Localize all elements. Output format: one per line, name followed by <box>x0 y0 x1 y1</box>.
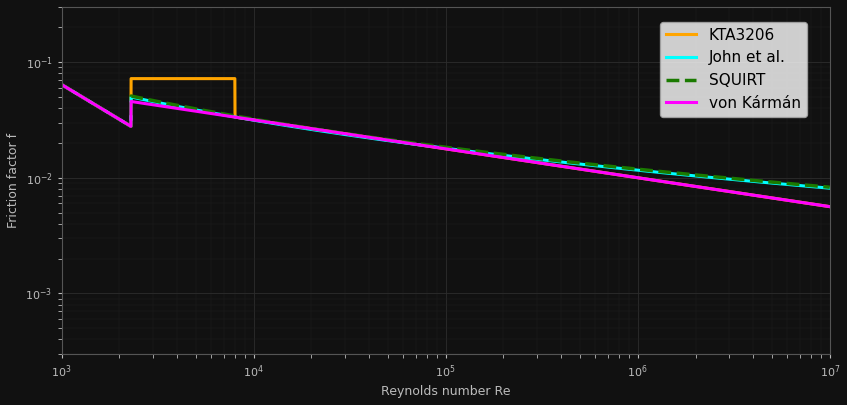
KTA3206 <box>615 173 625 177</box>
Line: KTA3206: KTA3206 <box>62 79 830 207</box>
SQUIRT <box>801 183 811 188</box>
von Kármán <box>763 195 773 200</box>
Line: von Kármán: von Kármán <box>62 85 830 207</box>
von Kármán <box>422 143 432 148</box>
KTA3206 <box>385 138 396 143</box>
John et al. <box>422 143 432 148</box>
John et al. <box>57 82 67 87</box>
von Kármán <box>57 82 67 87</box>
SQUIRT <box>385 138 396 143</box>
KTA3206 <box>126 76 136 81</box>
KTA3206 <box>422 143 432 148</box>
KTA3206 <box>801 201 811 206</box>
Line: John et al.: John et al. <box>62 85 830 188</box>
John et al. <box>379 138 390 143</box>
Y-axis label: Friction factor f: Friction factor f <box>7 133 20 228</box>
Line: SQUIRT: SQUIRT <box>62 85 830 187</box>
von Kármán <box>379 137 390 142</box>
von Kármán <box>825 204 835 209</box>
John et al. <box>801 184 811 189</box>
SQUIRT <box>379 136 390 141</box>
SQUIRT <box>615 165 625 170</box>
von Kármán <box>385 138 396 143</box>
SQUIRT <box>57 82 67 87</box>
KTA3206 <box>379 137 390 142</box>
von Kármán <box>801 200 811 205</box>
KTA3206 <box>57 82 67 87</box>
John et al. <box>615 166 625 171</box>
SQUIRT <box>763 179 773 184</box>
von Kármán <box>615 173 625 177</box>
John et al. <box>763 180 773 185</box>
SQUIRT <box>825 185 835 190</box>
X-axis label: Reynolds number Re: Reynolds number Re <box>381 385 511 398</box>
John et al. <box>385 139 396 143</box>
KTA3206 <box>825 204 835 209</box>
Legend: KTA3206, John et al., SQUIRT, von Kármán: KTA3206, John et al., SQUIRT, von Kármán <box>660 21 807 117</box>
KTA3206 <box>763 195 773 200</box>
SQUIRT <box>422 143 432 147</box>
John et al. <box>825 186 835 191</box>
